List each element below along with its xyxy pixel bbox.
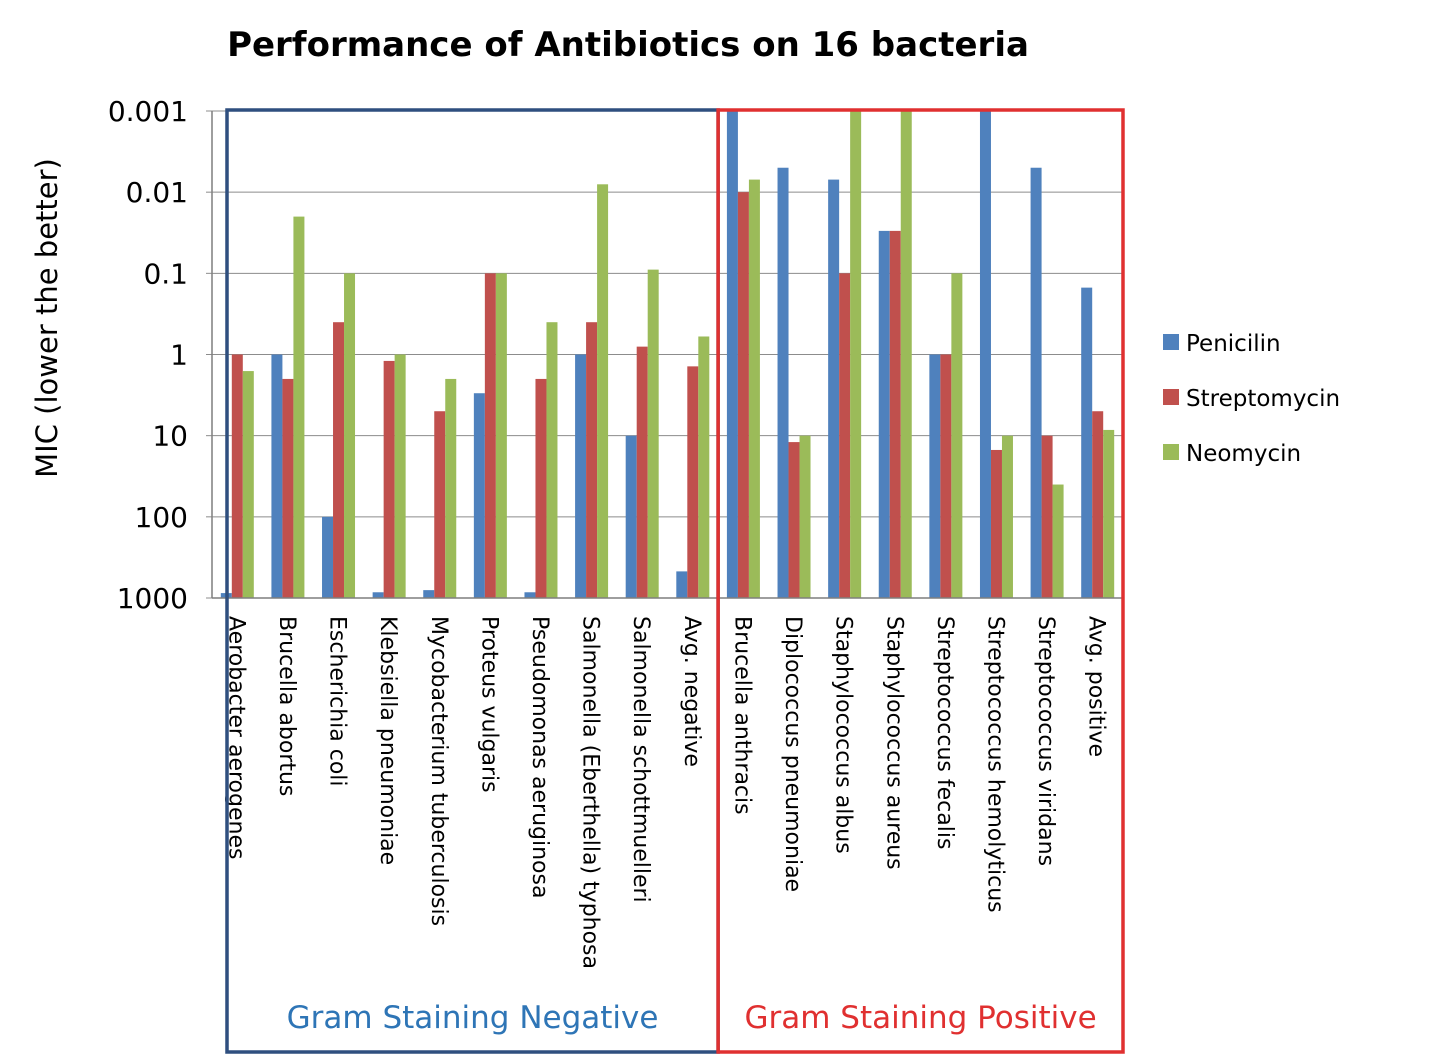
bar-neomycin-6 [546, 322, 558, 598]
bar-streptomycin-7 [586, 322, 598, 598]
bar-neomycin-17 [1103, 429, 1115, 598]
bar-penicilin-4 [423, 590, 435, 598]
x-tick-label: Streptococcus viridans [1033, 616, 1058, 866]
x-tick-label: Brucella abortus [274, 616, 299, 796]
y-tick-label: 10 [152, 420, 188, 453]
x-tick-label: Brucella anthracis [729, 616, 754, 815]
bar-streptomycin-6 [535, 378, 547, 598]
y-tick-label: 0.01 [126, 176, 188, 209]
x-tick-label: Diplococcus pneumoniae [780, 616, 805, 892]
bar-neomycin-12 [850, 111, 862, 598]
bar-penicilin-10 [726, 111, 738, 598]
bar-streptomycin-8 [636, 346, 648, 598]
bar-neomycin-16 [1052, 484, 1064, 598]
bar-neomycin-5 [495, 273, 507, 598]
bar-neomycin-1 [293, 216, 305, 598]
bar-penicilin-1 [271, 354, 283, 598]
x-tick-label: Streptococcus fecalis [932, 616, 957, 849]
legend-label-streptomycin: Streptomycin [1186, 386, 1340, 412]
bar-penicilin-2 [322, 516, 334, 598]
bar-neomycin-0 [242, 371, 254, 598]
bar-neomycin-13 [900, 111, 912, 598]
x-tick-label: Staphylococcus aureus [881, 616, 906, 870]
bar-streptomycin-2 [333, 322, 345, 598]
bar-penicilin-6 [524, 592, 536, 598]
legend-label-penicilin: Penicilin [1186, 331, 1281, 357]
bar-penicilin-8 [625, 435, 637, 598]
bar-streptomycin-1 [282, 378, 294, 598]
bar-penicilin-9 [676, 571, 688, 598]
bar-penicilin-11 [777, 167, 789, 598]
x-tick-label: Avg. negative [679, 616, 704, 767]
y-tick-label: 1 [170, 339, 188, 372]
bar-streptomycin-14 [940, 354, 952, 598]
y-tick-label: 0.001 [108, 95, 188, 128]
bar-neomycin-14 [951, 273, 963, 598]
y-tick-label: 1000 [117, 582, 188, 615]
y-tick-label: 100 [135, 501, 188, 534]
x-tick-label: Salmonella schottmuelleri [628, 616, 653, 903]
bar-neomycin-9 [698, 336, 710, 598]
bar-streptomycin-4 [434, 411, 446, 598]
group-label-1: Gram Staining Positive [744, 1000, 1096, 1036]
legend-label-neomycin: Neomycin [1186, 441, 1301, 467]
bar-streptomycin-11 [788, 442, 800, 598]
bar-streptomycin-9 [687, 366, 699, 598]
x-tick-label: Proteus vulgaris [476, 616, 501, 793]
bar-streptomycin-5 [484, 273, 496, 598]
bar-penicilin-3 [372, 592, 384, 598]
y-tick-label: 0.1 [143, 257, 188, 290]
bar-penicilin-14 [929, 354, 941, 598]
y-tick-labels: 0.001 0.01 0.1 1 10 100 1000 [108, 95, 188, 615]
bar-penicilin-13 [878, 230, 890, 598]
bar-streptomycin-13 [889, 230, 901, 598]
x-tick-label: Staphylococcus albus [831, 616, 856, 854]
bar-penicilin-16 [1030, 167, 1042, 598]
bars [220, 111, 1115, 599]
group-label-0: Gram Staining Negative [287, 1000, 659, 1036]
bar-neomycin-10 [748, 179, 760, 598]
bar-neomycin-3 [394, 354, 406, 598]
bar-neomycin-11 [799, 435, 811, 598]
chart-title: Performance of Antibiotics on 16 bacteri… [227, 25, 1029, 65]
bar-streptomycin-0 [231, 354, 243, 598]
legend-swatch-neomycin [1163, 444, 1179, 460]
x-tick-label: Escherichia coli [325, 616, 350, 787]
x-tick-label: Mycobacterium tuberculosis [426, 616, 451, 926]
bar-penicilin-17 [1081, 287, 1093, 598]
x-tick-label: Pseudomonas aeruginosa [527, 616, 552, 898]
axes [211, 111, 1123, 599]
legend-swatch-penicilin [1163, 334, 1179, 350]
x-tick-label: Streptococcus hemolyticus [982, 616, 1007, 913]
bar-penicilin-15 [979, 111, 991, 598]
x-tick-label: Avg. positive [1084, 616, 1109, 757]
group-boxes: Gram Staining Negative Gram Staining Posi… [225, 108, 1125, 1054]
bar-penicilin-5 [473, 393, 485, 598]
y-axis-label: MIC (lower the better) [30, 158, 64, 478]
bar-penicilin-7 [575, 354, 587, 598]
x-tick-label: Salmonella (Eberthella) typhosa [578, 616, 603, 969]
bar-neomycin-15 [1001, 435, 1013, 598]
x-tick-label: Klebsiella pneumoniae [375, 616, 400, 865]
bar-neomycin-7 [597, 184, 609, 599]
group-box-1 [716, 108, 1125, 1054]
legend: Penicilin Streptomycin Neomycin [1163, 331, 1340, 467]
bar-neomycin-4 [445, 378, 457, 598]
bar-penicilin-12 [828, 179, 840, 598]
bar-streptomycin-12 [839, 273, 851, 598]
bar-neomycin-8 [647, 269, 659, 598]
bar-neomycin-2 [344, 273, 356, 598]
legend-swatch-streptomycin [1163, 389, 1179, 405]
bar-streptomycin-15 [990, 449, 1002, 598]
x-tick-labels: Aerobacter aerogenes Brucella abortus Esch… [223, 616, 1108, 969]
bar-streptomycin-17 [1092, 411, 1104, 598]
bar-streptomycin-3 [383, 360, 395, 598]
bar-streptomycin-10 [737, 192, 749, 598]
bar-streptomycin-16 [1041, 435, 1053, 598]
